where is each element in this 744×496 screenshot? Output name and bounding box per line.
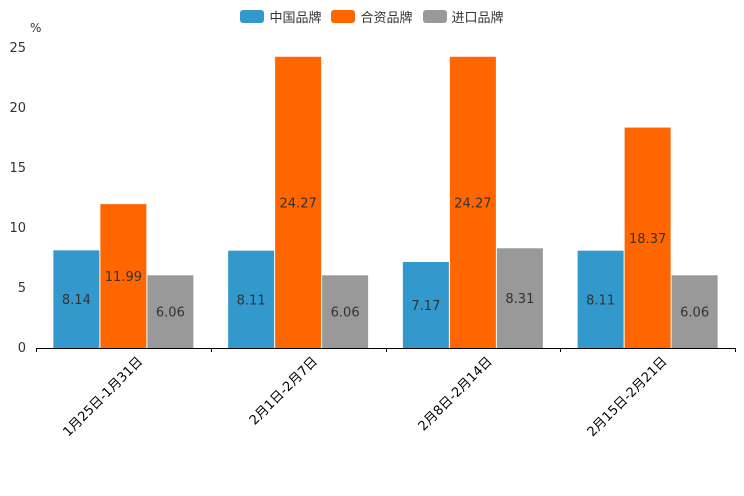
- data-label: 24.27: [454, 196, 491, 211]
- legend-swatch-china-brand: [240, 10, 265, 23]
- legend-item-import-brand[interactable]: 进口品牌: [422, 7, 504, 26]
- x-tick-label: 2月8日-2月14日: [416, 354, 496, 434]
- y-tick-label: 25: [9, 41, 26, 56]
- x-tick-label: 2月15日-2月21日: [585, 354, 671, 440]
- bar: [53, 250, 100, 348]
- data-label: 6.06: [156, 306, 185, 321]
- bar: [402, 261, 449, 348]
- bar: [577, 250, 624, 348]
- bar: [322, 275, 369, 348]
- data-label: 8.31: [505, 292, 534, 307]
- data-label: 11.99: [105, 270, 142, 285]
- bar: [228, 250, 275, 348]
- data-label: 6.06: [331, 306, 360, 321]
- y-tick-label: 10: [9, 221, 26, 236]
- legend: 中国品牌 合资品牌 进口品牌: [0, 7, 744, 26]
- legend-item-joint-venture-brand[interactable]: 合资品牌: [331, 7, 413, 26]
- bar: [275, 56, 322, 348]
- legend-label-china-brand: 中国品牌: [269, 11, 322, 26]
- bar: [147, 275, 194, 348]
- data-label: 8.11: [237, 293, 266, 308]
- y-axis-unit-label: %: [30, 21, 42, 35]
- y-tick-label: 5: [18, 281, 26, 296]
- bar: [496, 248, 543, 348]
- data-label: 24.27: [280, 196, 317, 211]
- bar: [100, 204, 147, 348]
- data-label: 8.11: [586, 293, 615, 308]
- bar: [449, 56, 496, 348]
- data-label: 7.17: [411, 299, 440, 314]
- data-label: 8.14: [62, 293, 91, 308]
- x-tick-label: 2月1日-2月7日: [247, 354, 321, 428]
- legend-item-china-brand[interactable]: 中国品牌: [240, 7, 321, 26]
- legend-label-import-brand: 进口品牌: [451, 11, 504, 26]
- legend-swatch-import-brand: [422, 10, 447, 23]
- legend-label-joint-venture-brand: 合资品牌: [360, 11, 413, 26]
- bar: [671, 275, 718, 348]
- y-tick-label: 15: [9, 161, 26, 176]
- data-label: 18.37: [629, 232, 666, 247]
- bar: [624, 127, 671, 348]
- x-tick-label: 1月25日-1月31日: [60, 354, 146, 440]
- data-label: 6.06: [680, 306, 709, 321]
- y-tick-label: 0: [18, 341, 26, 356]
- y-tick-label: 20: [9, 101, 26, 116]
- legend-swatch-joint-venture-brand: [331, 10, 356, 23]
